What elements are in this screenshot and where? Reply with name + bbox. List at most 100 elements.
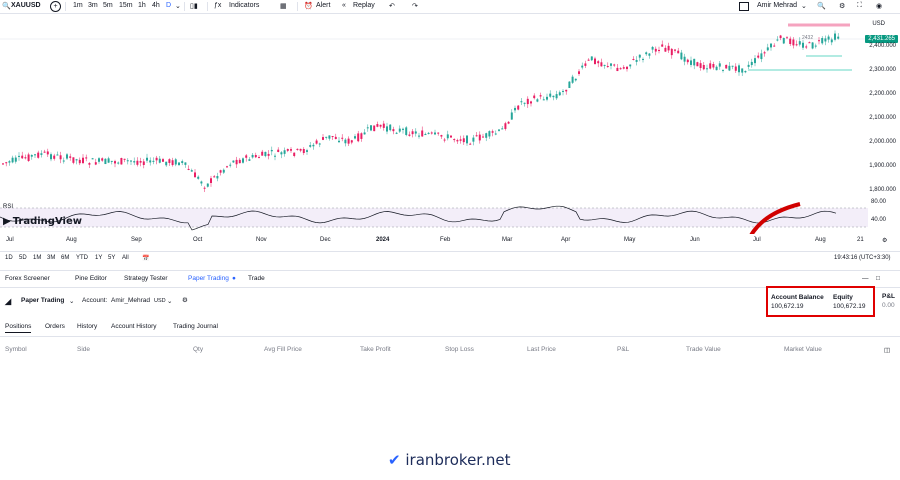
candle [427, 132, 430, 134]
column-header-qty[interactable]: Qty [193, 346, 204, 353]
tab-positions[interactable]: Positions [5, 323, 32, 333]
range-5d[interactable]: 5D [19, 255, 27, 261]
tab-trading-journal[interactable]: Trading Journal [173, 323, 218, 330]
templates-icon[interactable]: ▦ [280, 3, 287, 10]
candle [526, 98, 529, 105]
alarm-clock-icon[interactable]: ⏰ [304, 3, 313, 10]
tab-account-history[interactable]: Account History [111, 323, 157, 330]
layout-icon[interactable] [739, 2, 749, 11]
tab-trade[interactable]: Trade [248, 275, 265, 282]
search-icon[interactable]: 🔍 [817, 3, 826, 10]
candle [523, 102, 526, 104]
candle [174, 159, 177, 165]
indicators-button[interactable]: Indicators [229, 2, 260, 9]
broker-name[interactable]: Paper Trading [21, 297, 65, 304]
candle [424, 134, 427, 136]
undo-icon[interactable]: ↶ [389, 3, 395, 10]
range-3m[interactable]: 3M [47, 255, 56, 261]
replay-button[interactable]: Replay [353, 2, 375, 9]
price-tick: 2,100.000 [869, 115, 896, 121]
tab-paper-trading[interactable]: Paper Trading [188, 275, 229, 282]
minimize-icon[interactable]: — [862, 275, 869, 282]
fullscreen-icon[interactable]: ⛶ [857, 2, 862, 9]
tab-orders[interactable]: Orders [45, 323, 65, 330]
price-chart[interactable] [0, 14, 868, 234]
column-settings-icon[interactable]: ◫ [884, 347, 891, 354]
column-header-symbol[interactable]: Symbol [5, 346, 27, 353]
timeframe-3m[interactable]: 3m [88, 2, 98, 9]
settings-icon[interactable]: ⚙ [839, 3, 846, 10]
chevron-down-icon[interactable]: ⌄ [801, 3, 807, 10]
timeframe-5m[interactable]: 5m [103, 2, 113, 9]
column-header-side[interactable]: Side [77, 346, 91, 353]
candle [798, 41, 801, 45]
candle [728, 65, 731, 71]
range-ytd[interactable]: YTD [76, 255, 88, 261]
divider [0, 336, 900, 337]
camera-icon[interactable]: ◉ [876, 3, 883, 10]
candle [290, 149, 292, 151]
tradingview-logo: ▶ TradingView [3, 216, 82, 227]
clock-readout[interactable]: 19:43:16 (UTC+3:30) [834, 255, 891, 261]
range-1d[interactable]: 1D [5, 255, 13, 261]
indicators-icon[interactable]: ƒx [214, 2, 222, 9]
candle [370, 125, 372, 131]
candle [754, 58, 756, 64]
column-header-market-value[interactable]: Market Value [784, 346, 822, 353]
candle [178, 162, 180, 166]
tab-pine-editor[interactable]: Pine Editor [75, 275, 107, 282]
candle [786, 37, 788, 39]
column-header-take-profit[interactable]: Take Profit [360, 346, 391, 353]
alert-button[interactable]: Alert [316, 2, 331, 9]
column-header-pnl[interactable]: P&L [617, 346, 630, 353]
candle [565, 89, 568, 92]
candle [328, 135, 331, 139]
candle [814, 45, 817, 47]
candle [203, 187, 206, 189]
range-5y[interactable]: 5Y [108, 255, 116, 261]
timeframe-1m[interactable]: 1m [73, 2, 83, 9]
range-1m[interactable]: 1M [33, 255, 42, 261]
symbol-name[interactable]: XAUUSD [11, 2, 41, 9]
symbol-search-icon[interactable]: 🔍 [2, 3, 11, 10]
axis-settings-icon[interactable]: ⚙ [882, 238, 888, 244]
candle [235, 159, 238, 165]
chevron-down-icon[interactable]: ⌄ [175, 3, 181, 10]
candle [238, 159, 241, 164]
compare-add-icon[interactable]: + [50, 1, 61, 12]
column-header-last-price[interactable]: Last Price [527, 346, 556, 353]
tab-forex-screener[interactable]: Forex Screener [5, 275, 50, 282]
user-name[interactable]: Amir Mehrad [757, 2, 798, 9]
candle [552, 95, 555, 98]
candle [325, 136, 328, 138]
time-axis-label: Aug [815, 237, 826, 243]
currency-label[interactable]: USD [872, 21, 885, 27]
chevron-down-icon[interactable]: ⌄ [167, 298, 173, 305]
column-header-stop-loss[interactable]: Stop Loss [445, 346, 474, 353]
candle [312, 144, 315, 147]
column-header-trade-value[interactable]: Trade Value [686, 346, 721, 353]
range-6m[interactable]: 6M [61, 255, 70, 261]
tab-history[interactable]: History [77, 323, 98, 330]
timeframe-1h[interactable]: 1h [138, 2, 146, 9]
rsi-indicator-label[interactable]: RSI [3, 204, 14, 210]
timeframe-15m[interactable]: 15m [119, 2, 133, 9]
candle [504, 123, 507, 129]
settings-icon[interactable]: ⚙ [182, 297, 188, 304]
chart-type-icon[interactable]: ▯▮ [190, 3, 198, 10]
candle [792, 39, 795, 46]
column-header-avg-fill-price[interactable]: Avg Fill Price [264, 346, 302, 353]
redo-icon[interactable]: ↷ [412, 3, 418, 10]
timeframe-d[interactable]: D [166, 2, 172, 9]
maximize-icon[interactable]: □ [876, 275, 880, 282]
candle [8, 161, 11, 163]
tab-strategy-tester[interactable]: Strategy Tester [124, 275, 168, 282]
range-1y[interactable]: 1Y [95, 255, 103, 261]
replay-icon[interactable]: « [342, 2, 346, 9]
account-name[interactable]: Amir_Mehrad [111, 297, 151, 304]
range-all[interactable]: All [122, 255, 129, 261]
calendar-icon[interactable]: 📅 [142, 256, 150, 262]
chevron-down-icon[interactable]: ⌄ [69, 298, 75, 305]
candle [219, 170, 222, 173]
timeframe-4h[interactable]: 4h [152, 2, 160, 9]
